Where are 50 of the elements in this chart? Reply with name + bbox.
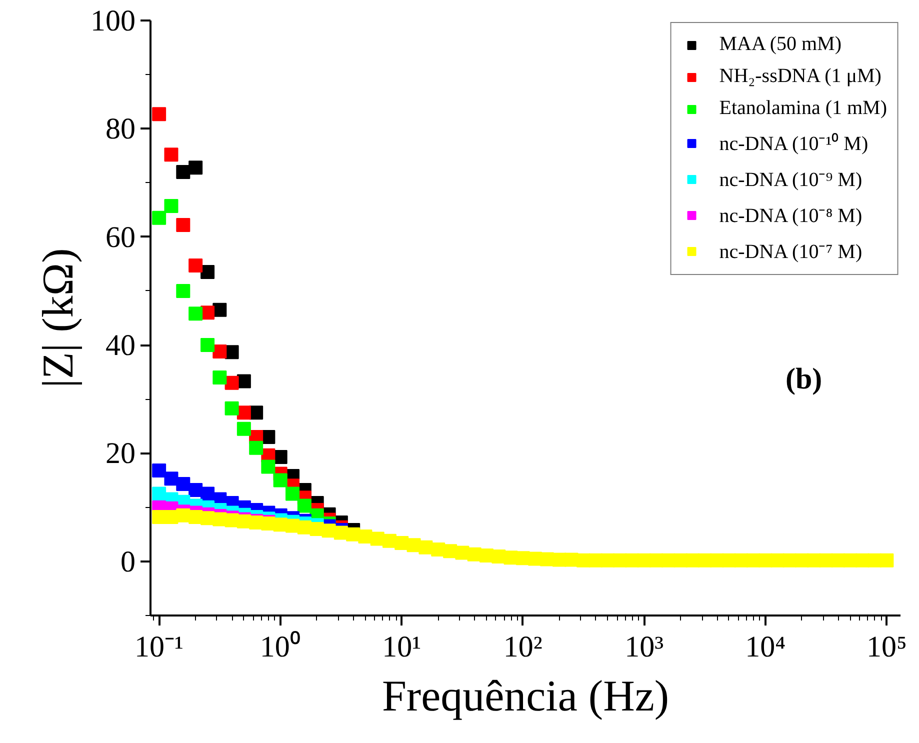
point	[164, 148, 178, 162]
point	[188, 258, 203, 273]
annotation: (b)	[786, 362, 822, 396]
x-axis-title: Frequência (Hz)	[382, 672, 670, 720]
point	[297, 498, 312, 513]
point	[188, 160, 203, 175]
point	[224, 345, 239, 360]
point	[152, 464, 166, 478]
point	[164, 472, 178, 486]
x-tick-label: 10⁻¹	[134, 630, 184, 664]
legend-label: nc-DNA (10⁻⁷ M)	[719, 240, 862, 264]
legend-label: MAA (50 mM)	[719, 33, 842, 56]
point	[200, 338, 215, 352]
y-tick-label: 80	[106, 112, 136, 146]
y-tick-label: 60	[106, 220, 136, 254]
legend-label: nc-DNA (10⁻¹⁰ M)	[719, 132, 868, 156]
x-tick-label: 10³	[624, 630, 664, 664]
point	[152, 107, 166, 122]
y-tick-label: 100	[90, 4, 136, 38]
x-tick-label: 10⁴	[745, 630, 786, 664]
point	[236, 406, 251, 420]
point	[188, 306, 203, 321]
point	[152, 210, 166, 225]
point	[273, 473, 288, 488]
point	[212, 370, 227, 384]
point	[261, 460, 276, 474]
x-tick-label: 10⁰	[260, 630, 301, 664]
legend-label: nc-DNA (10⁻⁹ M)	[719, 168, 862, 192]
y-axis-title: |Z| (kΩ)	[34, 248, 82, 388]
point	[176, 218, 190, 232]
point	[286, 486, 300, 501]
legend-label: nc-DNA (10⁻⁸ M)	[719, 204, 862, 228]
y-tick-label: 40	[106, 329, 136, 362]
point	[176, 477, 190, 492]
x-tick-label: 10⁵	[866, 630, 907, 664]
legend-label: NH₂-ssDNA (1 μM)	[719, 65, 882, 88]
point	[164, 199, 178, 214]
point	[249, 440, 264, 455]
y-tick-label: 0	[120, 545, 136, 578]
point	[176, 164, 190, 179]
point	[200, 265, 215, 280]
legend-label: Etanolamina (1 mM)	[719, 97, 887, 120]
x-tick-label: 10²	[503, 630, 542, 664]
x-tick-label: 10¹	[382, 630, 422, 664]
point	[224, 401, 239, 416]
point	[176, 284, 190, 298]
point	[212, 344, 227, 359]
point	[236, 422, 251, 436]
point	[224, 376, 239, 390]
y-tick-label: 20	[106, 437, 136, 470]
